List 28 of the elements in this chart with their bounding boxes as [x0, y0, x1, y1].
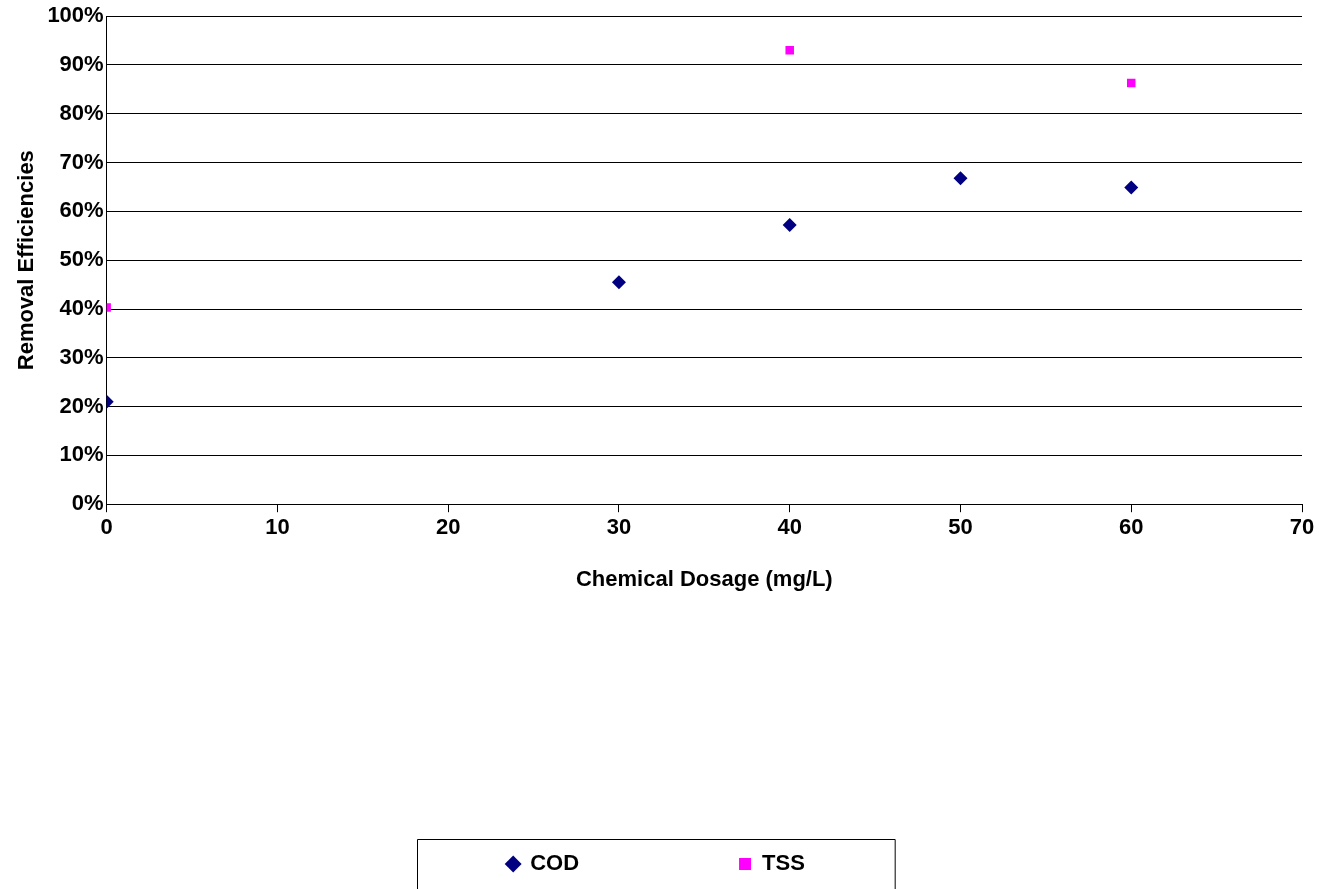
- x-tick-label: 40: [777, 514, 802, 540]
- y-tick-label: 60%: [59, 197, 104, 223]
- point: [611, 275, 626, 290]
- x-tick-label: 60: [1119, 514, 1144, 540]
- y-tick-label: 20%: [59, 392, 104, 418]
- y-tick-label: 30%: [59, 343, 104, 369]
- x-tick-label: 50: [948, 514, 973, 540]
- y-tick-label: 10%: [59, 441, 104, 467]
- x-tick-label: 0: [100, 514, 113, 540]
- y-tick-label: 80%: [59, 99, 104, 125]
- y-tick-label: 100%: [47, 2, 104, 28]
- y-tick-label: 50%: [59, 246, 104, 272]
- x-axis-title: Chemical Dosage (mg/L): [575, 565, 833, 591]
- x-tick-label: 20: [435, 514, 461, 540]
- x-tick-label: 10: [265, 514, 290, 540]
- point: [1124, 180, 1139, 195]
- y-axis-title: Removal Efficiencies: [13, 150, 39, 371]
- y-tick-label: 90%: [59, 51, 104, 77]
- x-tick-label: 30: [606, 514, 632, 540]
- y-tick-label: 40%: [59, 295, 104, 321]
- point: [785, 46, 794, 55]
- point: [953, 171, 968, 186]
- y-tick-label: 0%: [71, 490, 104, 516]
- x-tick-label: 70: [1289, 514, 1315, 540]
- point: [782, 218, 797, 233]
- legend-label: TSS: [762, 850, 805, 876]
- y-tick-label: 70%: [59, 148, 104, 174]
- legend-label: COD: [530, 850, 580, 876]
